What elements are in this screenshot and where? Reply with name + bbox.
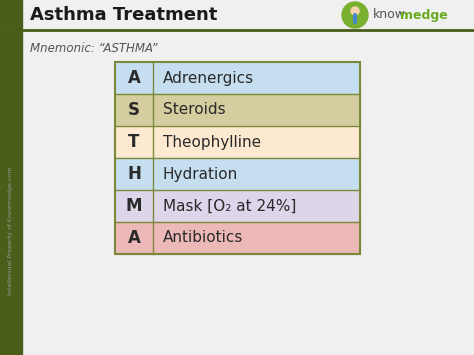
Text: Steroids: Steroids [163, 103, 226, 118]
Bar [22, 0, 474, 30]
Bar [115, 126, 360, 158]
Bar [115, 190, 360, 222]
Bar [22, 0, 474, 30]
Circle shape [351, 7, 359, 15]
Text: medge: medge [400, 9, 448, 22]
Text: Adrenergics: Adrenergics [163, 71, 254, 86]
Text: H: H [127, 165, 141, 183]
Text: know: know [373, 9, 406, 22]
Text: A: A [128, 229, 140, 247]
Bar [115, 158, 360, 190]
Bar [115, 62, 360, 254]
Text: Theophylline: Theophylline [163, 135, 261, 149]
Bar [0, 0, 22, 30]
Text: Antibiotics: Antibiotics [163, 230, 243, 246]
Circle shape [342, 2, 368, 28]
Bar [0, 0, 22, 355]
Text: T: T [128, 133, 140, 151]
Text: S: S [128, 101, 140, 119]
Text: Intellectual Property of Knowmedge.com: Intellectual Property of Knowmedge.com [9, 166, 13, 295]
Bar [115, 222, 360, 254]
Bar [115, 62, 360, 94]
Text: M: M [126, 197, 142, 215]
Text: Hydration: Hydration [163, 166, 238, 181]
Text: A: A [128, 69, 140, 87]
Text: Mnemonic: “ASTHMA”: Mnemonic: “ASTHMA” [30, 42, 158, 55]
Bar [115, 94, 360, 126]
Text: Mask [O₂ at 24%]: Mask [O₂ at 24%] [163, 198, 296, 213]
Bar [0, 0, 28, 30]
Text: Asthma Treatment: Asthma Treatment [30, 6, 218, 24]
